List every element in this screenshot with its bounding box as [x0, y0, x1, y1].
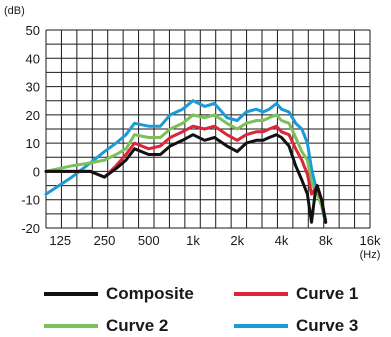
legend-item-curve-2: Curve 2 — [44, 316, 168, 336]
y-tick-label: 20 — [26, 108, 40, 123]
legend-label-curve-1: Curve 1 — [296, 284, 359, 303]
legend-swatch-composite — [44, 292, 98, 296]
x-tick-labels: 125 250 500 1k 2k 4k 8k 16k — [49, 233, 381, 248]
x-tick-label: 125 — [49, 233, 71, 248]
y-axis-unit: (dB) — [4, 5, 25, 17]
legend-label-composite: Composite — [106, 284, 194, 303]
y-tick-label: -20 — [21, 221, 40, 236]
y-tick-label: 10 — [26, 136, 40, 151]
series-line-composite — [44, 133, 328, 224]
x-axis-unit: (Hz) — [360, 249, 381, 261]
x-tick-label: 4k — [275, 233, 289, 248]
y-tick-label: 30 — [26, 80, 40, 95]
x-tick-label: 1k — [186, 233, 200, 248]
series-lines — [44, 99, 328, 224]
legend-swatch-curve-3 — [234, 324, 288, 328]
series-line-curve-1 — [44, 124, 328, 224]
x-tick-label: 2k — [230, 233, 244, 248]
x-tick-label: 500 — [138, 233, 160, 248]
y-tick-label: -10 — [21, 193, 40, 208]
x-tick-label: 16k — [360, 233, 381, 248]
x-tick-label: 8k — [319, 233, 333, 248]
y-tick-label: 50 — [26, 23, 40, 38]
legend-swatch-curve-2 — [44, 324, 98, 328]
series-line-curve-3 — [44, 99, 328, 224]
series-line-curve-2 — [44, 113, 328, 221]
legend-label-curve-3: Curve 3 — [296, 316, 359, 335]
x-tick-label: 250 — [94, 233, 116, 248]
legend-item-composite: Composite — [44, 284, 194, 304]
y-tick-label: 0 — [33, 164, 40, 179]
legend-swatch-curve-1 — [234, 292, 288, 296]
legend-item-curve-1: Curve 1 — [234, 284, 358, 304]
y-tick-label: 40 — [26, 51, 40, 66]
chart-grid — [45, 29, 371, 229]
legend-item-curve-3: Curve 3 — [234, 316, 358, 336]
legend-label-curve-2: Curve 2 — [106, 316, 169, 335]
y-tick-labels: 50 40 30 20 10 0 -10 -20 — [21, 23, 40, 236]
